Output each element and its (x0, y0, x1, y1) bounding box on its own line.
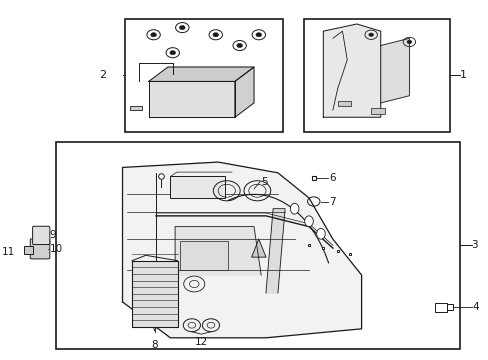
Ellipse shape (290, 203, 298, 214)
Circle shape (150, 33, 156, 37)
Circle shape (212, 33, 218, 37)
Bar (370, 108, 384, 114)
Text: 9: 9 (50, 230, 56, 239)
Bar (24, 246, 33, 254)
Text: 6: 6 (328, 173, 335, 183)
Text: 8: 8 (151, 339, 158, 350)
Circle shape (255, 33, 261, 37)
Bar (180, 241, 227, 270)
Text: 11: 11 (1, 247, 15, 257)
Text: 4: 4 (471, 302, 478, 312)
Bar (170, 176, 225, 198)
Ellipse shape (304, 216, 313, 226)
Bar (434, 303, 446, 312)
Circle shape (368, 33, 373, 37)
FancyBboxPatch shape (30, 239, 50, 259)
FancyBboxPatch shape (33, 226, 50, 244)
Circle shape (179, 26, 185, 30)
Circle shape (169, 50, 175, 55)
Text: 3: 3 (470, 240, 477, 251)
Bar (124, 19, 282, 132)
Bar (129, 106, 142, 110)
Text: 10: 10 (50, 244, 63, 254)
Bar (304, 19, 449, 132)
Text: 2: 2 (99, 70, 105, 80)
Polygon shape (380, 39, 408, 103)
Polygon shape (265, 209, 285, 293)
Polygon shape (175, 226, 261, 275)
Text: 7: 7 (328, 197, 335, 207)
Text: 12: 12 (194, 337, 207, 347)
Text: 5: 5 (261, 177, 267, 187)
Bar (56, 142, 459, 348)
Ellipse shape (316, 228, 325, 239)
Bar (132, 261, 177, 327)
Polygon shape (148, 67, 253, 81)
Circle shape (406, 40, 411, 44)
Polygon shape (234, 67, 253, 117)
Circle shape (236, 43, 242, 48)
Polygon shape (323, 24, 380, 117)
Polygon shape (122, 162, 361, 338)
Polygon shape (251, 239, 265, 257)
Bar (337, 101, 350, 107)
Text: 1: 1 (459, 70, 466, 80)
Polygon shape (148, 81, 234, 117)
